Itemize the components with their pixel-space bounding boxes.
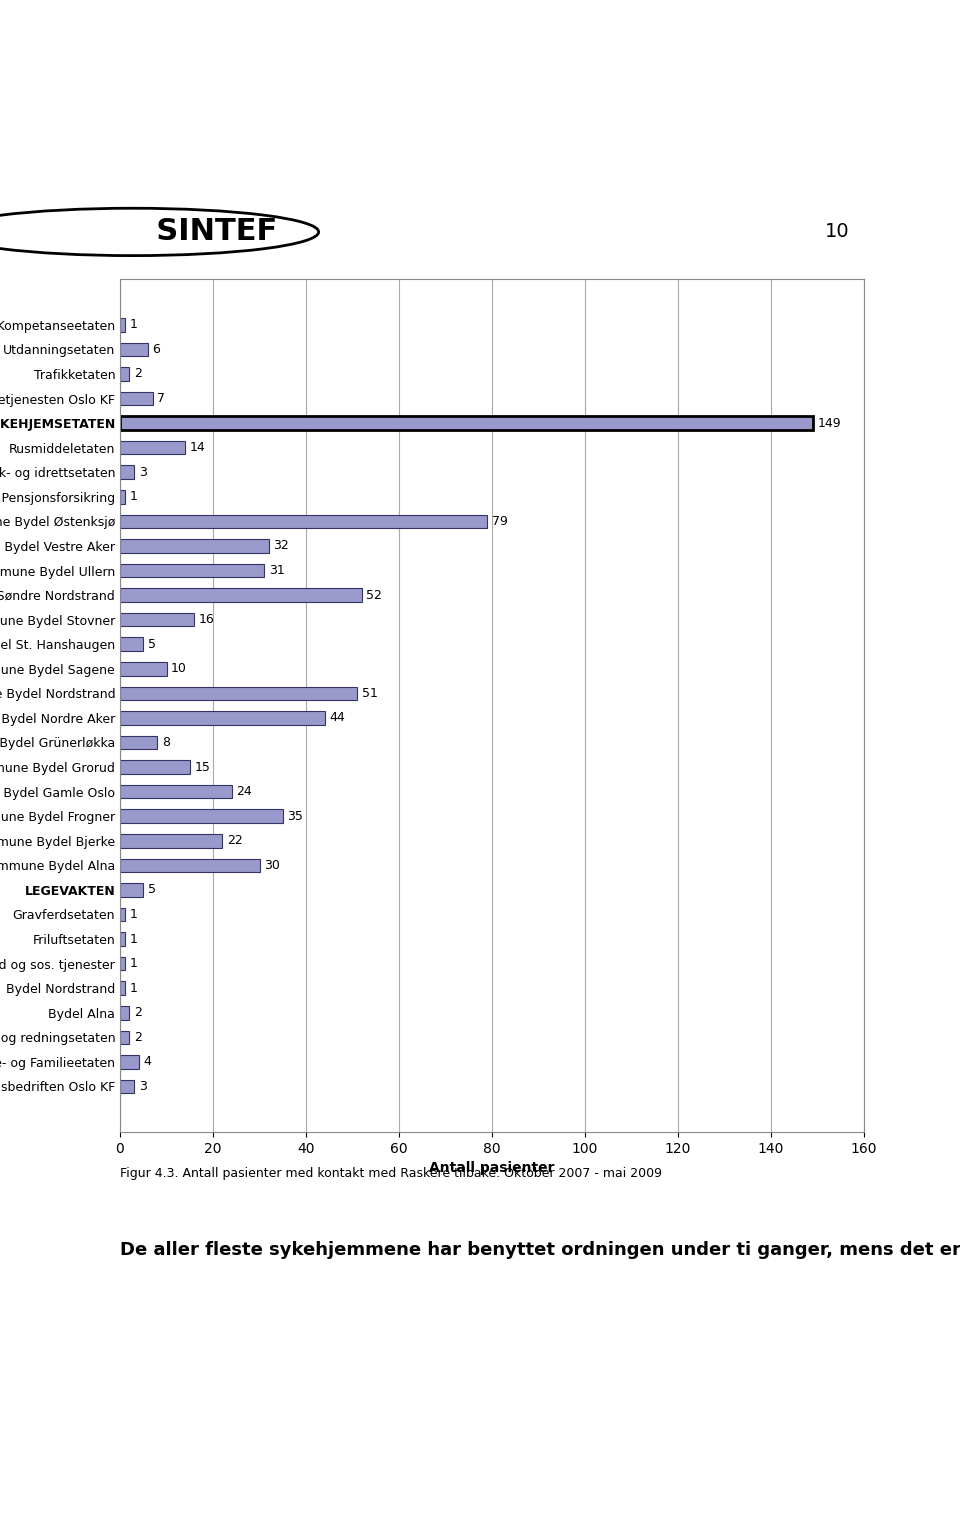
Text: 149: 149: [818, 417, 841, 429]
Text: 79: 79: [492, 515, 508, 528]
Bar: [120, 1006, 130, 1020]
X-axis label: Antall pasienter: Antall pasienter: [429, 1161, 555, 1175]
Text: 4: 4: [143, 1055, 151, 1069]
Bar: [120, 637, 143, 651]
Text: 14: 14: [190, 441, 205, 454]
Bar: [120, 343, 148, 357]
Text: 10: 10: [171, 663, 187, 675]
Text: 3: 3: [138, 466, 147, 478]
Text: 16: 16: [199, 614, 215, 626]
Bar: [120, 515, 488, 528]
Text: SINTEF: SINTEF: [134, 217, 277, 246]
Bar: [120, 784, 231, 798]
Bar: [120, 589, 362, 601]
Bar: [120, 760, 190, 774]
Bar: [120, 612, 194, 626]
Text: 2: 2: [134, 1006, 142, 1020]
Bar: [120, 1080, 134, 1094]
Text: 51: 51: [362, 687, 377, 700]
Text: 2: 2: [134, 368, 142, 380]
Bar: [120, 981, 125, 995]
Text: 1: 1: [130, 957, 137, 970]
Text: 32: 32: [274, 540, 289, 552]
Bar: [120, 466, 134, 478]
Text: 5: 5: [148, 638, 156, 651]
Text: 3: 3: [138, 1080, 147, 1094]
Bar: [120, 711, 324, 724]
Text: 44: 44: [329, 712, 345, 724]
Text: 31: 31: [269, 564, 284, 577]
Bar: [120, 834, 223, 847]
Text: 8: 8: [162, 737, 170, 749]
Text: 6: 6: [153, 343, 160, 355]
Bar: [120, 1030, 130, 1044]
Text: Figur 4.3. Antall pasienter med kontakt med Raskere tilbake. Oktober 2007 - mai : Figur 4.3. Antall pasienter med kontakt …: [120, 1167, 662, 1181]
Text: 15: 15: [194, 761, 210, 774]
Text: 1: 1: [130, 318, 137, 331]
Bar: [120, 932, 125, 946]
Text: 22: 22: [227, 834, 243, 847]
Text: 30: 30: [264, 858, 280, 872]
Bar: [120, 368, 130, 381]
Bar: [120, 735, 157, 749]
Text: 1: 1: [130, 491, 137, 503]
Bar: [120, 809, 283, 823]
Text: 35: 35: [287, 809, 303, 823]
Bar: [120, 417, 813, 429]
Bar: [120, 907, 125, 921]
Text: 7: 7: [157, 392, 165, 404]
Bar: [120, 661, 166, 675]
Bar: [120, 392, 153, 406]
Text: 10: 10: [825, 223, 849, 241]
Bar: [120, 957, 125, 970]
Bar: [120, 491, 125, 503]
Bar: [120, 858, 259, 872]
Text: De aller fleste sykehjemmene har benyttet ordningen under ti ganger, mens det er: De aller fleste sykehjemmene har benytte…: [120, 1238, 960, 1258]
Text: 1: 1: [130, 981, 137, 995]
Bar: [120, 1055, 138, 1069]
Text: 1: 1: [130, 932, 137, 946]
Bar: [120, 318, 125, 332]
Text: 52: 52: [367, 589, 382, 601]
Text: 24: 24: [236, 784, 252, 798]
Text: 2: 2: [134, 1030, 142, 1044]
Bar: [120, 441, 185, 454]
Bar: [120, 564, 264, 577]
Bar: [120, 540, 269, 552]
Text: 1: 1: [130, 907, 137, 921]
Bar: [120, 686, 357, 700]
Text: 5: 5: [148, 883, 156, 897]
Bar: [120, 883, 143, 897]
